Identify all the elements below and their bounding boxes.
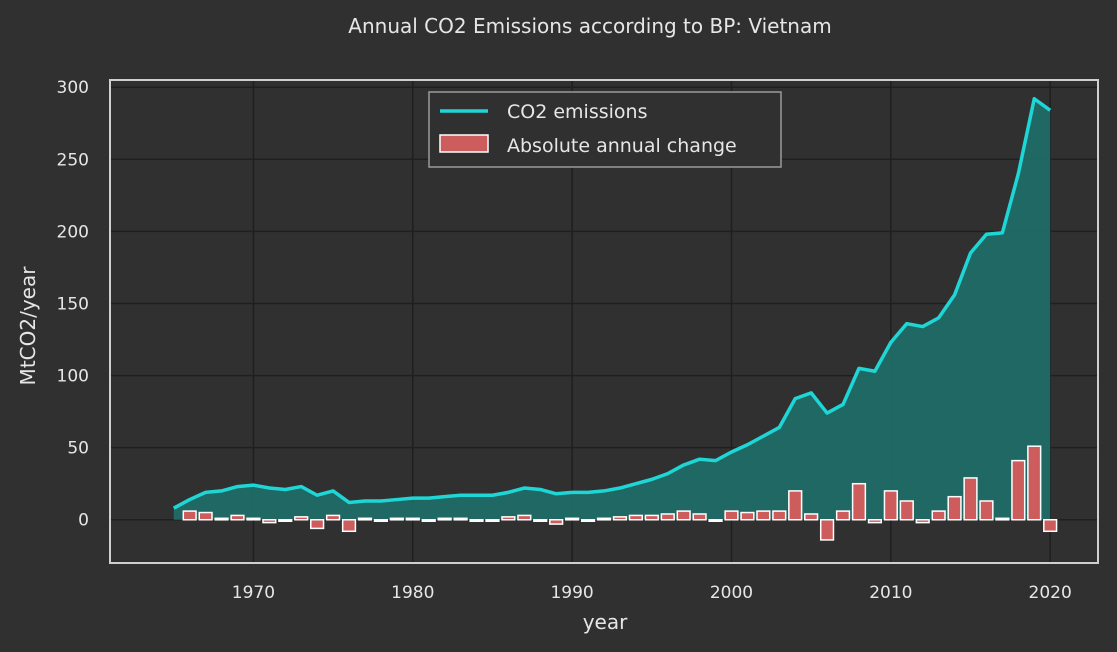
change-bar-1967 [198,511,213,521]
x-tick-label: 2020 [1029,583,1072,603]
change-bar-1993 [612,516,628,521]
change-bar-1983 [453,517,468,521]
x-tick-label: 1970 [232,583,275,603]
change-bar-1995 [644,514,659,521]
y-tick-label: 200 [57,222,89,242]
legend-label-change: Absolute annual change [507,135,737,157]
change-bar-1979 [389,517,404,521]
change-bar-1969 [230,514,245,521]
emissions-line [172,96,1052,510]
change-bar-1984 [469,518,484,522]
change-bar-1970 [246,517,261,521]
y-tick-label: 0 [78,511,89,531]
change-bar-1985 [485,518,500,522]
change-bar-2020 [1043,518,1058,533]
change-bar-1998 [692,513,707,521]
change-bar-1997 [676,510,691,521]
chart-title: Annual CO2 Emissions according to BP: Vi… [348,14,831,38]
x-tick-label: 2000 [710,583,753,603]
change-bar-2000 [724,510,739,521]
change-bar-1996 [660,513,675,521]
change-bar-1988 [533,518,548,522]
change-bar-1975 [325,514,341,521]
change-bar-1986 [501,516,516,521]
y-tick-label: 250 [57,150,89,170]
change-bar-2004 [788,490,803,521]
x-tick-label: 1980 [391,583,434,603]
change-bar-1974 [310,518,325,530]
change-bar-1978 [373,518,389,522]
change-bar-1966 [182,510,197,521]
change-bar-1982 [437,517,452,521]
legend-label-emissions: CO2 emissions [507,101,647,123]
change-bar-1990 [565,517,580,521]
change-bar-1977 [357,517,373,521]
change-bar-1976 [341,518,357,533]
change-bar-2010 [883,490,898,521]
change-bar-1992 [596,517,612,521]
change-bar-2014 [947,495,962,521]
change-bar-2007 [835,510,851,521]
x-tick-label: 2010 [869,583,912,603]
change-bar-1987 [517,514,532,521]
change-bar-1973 [294,516,309,521]
change-bar-2006 [819,518,835,541]
legend-swatch-change [439,134,489,153]
x-tick-label: 1990 [550,583,593,603]
change-bar-1972 [278,518,293,522]
change-bar-2003 [772,510,787,521]
change-bar-1989 [549,518,564,525]
y-tick-label: 50 [67,439,89,459]
legend-box [428,91,782,168]
y-tick-label: 100 [57,367,89,387]
change-bar-1994 [628,514,643,521]
change-bar-2001 [740,511,755,521]
change-bar-2016 [979,500,994,521]
change-bar-2009 [867,518,883,524]
emissions-area [173,98,1051,520]
legend: CO2 emissions Absolute annual change [428,91,782,168]
change-bar-2002 [756,510,771,521]
annual-change-bars [182,445,1058,541]
change-bar-2017 [995,517,1010,521]
change-bar-2019 [1027,445,1042,521]
y-tick-label: 300 [57,78,89,98]
change-bar-1968 [214,517,229,521]
change-bar-1999 [708,518,723,522]
change-bar-2013 [931,510,946,521]
y-axis-label: MtCO2/year [16,266,40,386]
plot-frame [109,79,1099,564]
change-bar-1991 [580,518,596,522]
x-axis-label: year [583,610,628,634]
change-bar-1980 [405,517,420,521]
x-tick-labels: 1970 1980 1990 2000 2010 2020 [232,583,1072,603]
change-bar-2015 [963,477,978,521]
y-tick-labels: 0 50 100 150 200 250 300 [57,78,89,531]
change-bar-1971 [262,518,277,524]
y-tick-label: 150 [57,294,89,314]
change-bar-1981 [421,518,436,522]
change-bar-2012 [915,518,930,524]
change-bar-2018 [1011,459,1026,521]
change-bar-2005 [804,513,819,521]
change-bar-2008 [851,482,867,521]
change-bar-2011 [899,500,914,521]
